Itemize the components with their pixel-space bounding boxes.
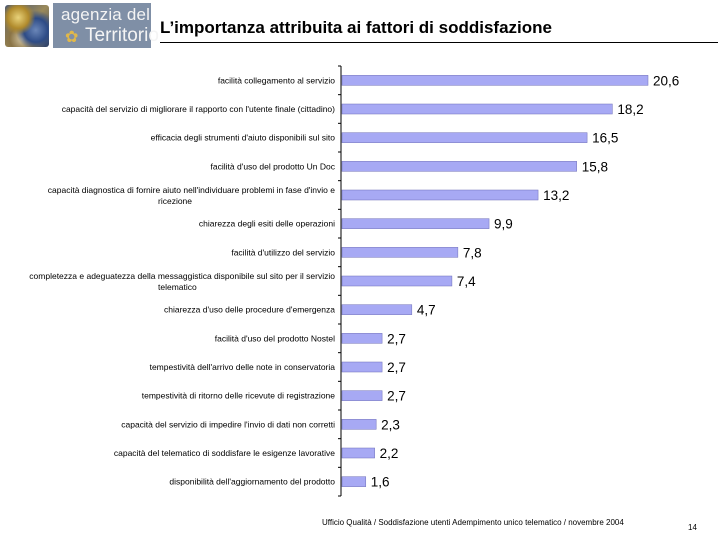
logo-brand-panel: [53, 3, 151, 48]
data-label: 13,2: [543, 188, 569, 203]
category-label: chiarezza degli esiti delle operazioni: [199, 219, 335, 229]
category-label: facilità d'utilizzo del servizio: [231, 247, 335, 257]
data-label: 2,3: [381, 417, 400, 432]
bar: [341, 75, 649, 86]
category-label-continued: ricezione: [158, 196, 192, 206]
data-label: 2,7: [387, 331, 406, 346]
bar: [341, 132, 588, 143]
data-label: 9,9: [494, 217, 513, 232]
category-label: efficacia degli strumenti d'aiuto dispon…: [151, 133, 336, 143]
category-label: capacità diagnostica di fornire aiuto ne…: [48, 185, 335, 195]
data-label: 2,7: [387, 360, 406, 375]
data-label: 16,5: [592, 131, 618, 146]
bar: [341, 476, 367, 487]
bar-chart: 20,6 facilità collegamento al servizio 18,…: [29, 65, 679, 497]
data-label: 7,4: [457, 274, 476, 289]
bar: [341, 103, 613, 115]
logo-mosaic-emblem: [5, 5, 49, 47]
page-number: 14: [688, 523, 697, 532]
agency-logo: agenzia del ✿ Territorio: [3, 3, 159, 48]
bar: [341, 247, 459, 258]
logo-line-1: agenzia del: [61, 5, 151, 24]
page-title: L’importanza attribuita ai fattori di so…: [160, 18, 552, 37]
category-label: capacità del servizio di impedire l'invi…: [121, 419, 335, 429]
data-label: 2,7: [387, 389, 406, 404]
data-label: 2,2: [380, 446, 399, 461]
data-label: 20,6: [653, 73, 679, 88]
bar: [341, 275, 453, 287]
category-label: disponibilità dell'aggiornamento del pro…: [169, 477, 335, 487]
footer-text: Ufficio Qualità / Soddisfazione utenti A…: [322, 518, 624, 527]
category-label: completezza e adeguatezza della messaggi…: [29, 271, 335, 281]
bar: [341, 361, 383, 373]
data-label: 4,7: [417, 303, 436, 318]
category-label: tempestività dell'arrivo delle note in c…: [150, 362, 336, 372]
bar: [341, 447, 375, 459]
category-label: capacità del telematico di soddisfare le…: [114, 448, 335, 458]
bar: [341, 189, 539, 201]
category-label: facilità d'uso del prodotto Un Doc: [211, 161, 336, 171]
category-label: capacità del servizio di migliorare il r…: [62, 104, 335, 114]
data-label: 7,8: [463, 245, 482, 260]
category-label-continued: telematico: [158, 282, 197, 292]
category-label: chiarezza d'uso delle procedure d'emerge…: [164, 305, 335, 315]
data-label: 1,6: [371, 475, 390, 490]
bar: [341, 161, 577, 172]
bar: [341, 390, 383, 401]
category-label: facilità collegamento al servizio: [218, 75, 335, 85]
flower-icon: ✿: [65, 29, 79, 46]
data-label: 18,2: [617, 102, 643, 117]
bar: [341, 333, 383, 344]
bar: [341, 419, 377, 430]
data-label: 15,8: [582, 159, 608, 174]
category-label: facilità d'uso del prodotto Nostel: [215, 333, 335, 343]
title-underline: [160, 42, 718, 43]
bar: [341, 218, 490, 229]
category-label: tempestività di ritorno delle ricevute d…: [142, 391, 336, 401]
logo-line-2: Territorio: [85, 25, 159, 46]
bar: [341, 304, 413, 315]
